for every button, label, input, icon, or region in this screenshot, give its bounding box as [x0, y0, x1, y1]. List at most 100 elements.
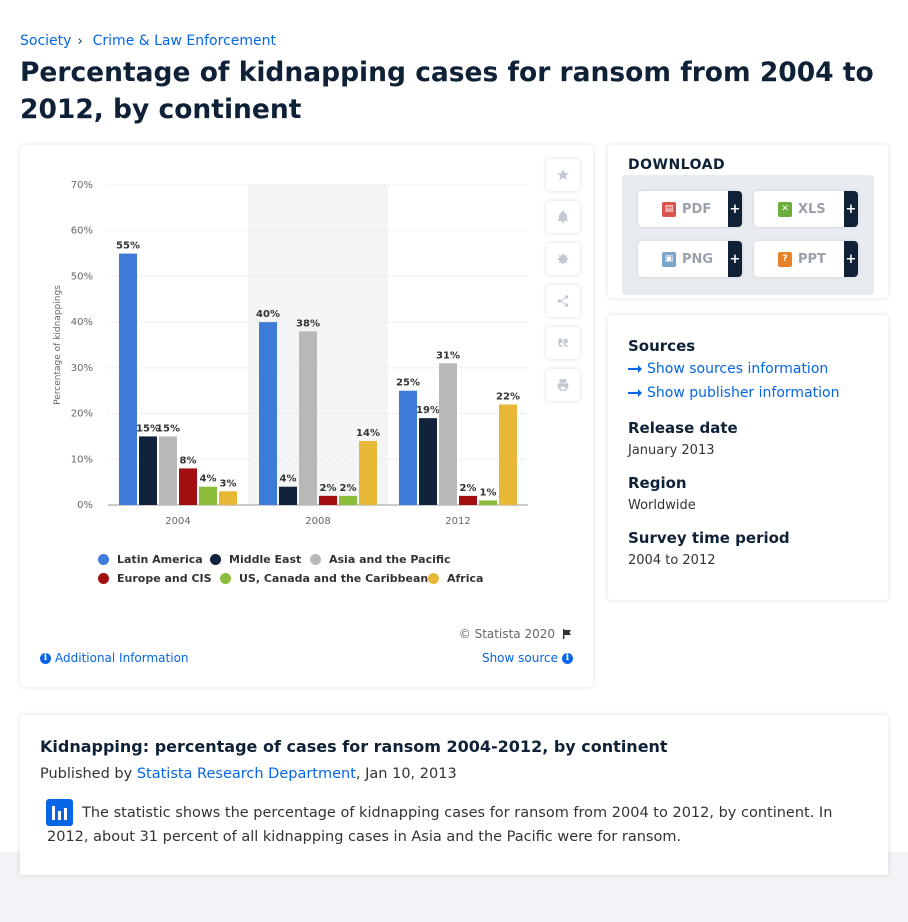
- bar: [319, 495, 337, 505]
- xls-icon: ✕: [778, 201, 792, 217]
- bar: [119, 253, 137, 505]
- download-ppt-label: PPT: [798, 251, 826, 267]
- legend-swatch: [310, 554, 321, 565]
- additional-information-link[interactable]: i Additional Information: [40, 651, 189, 665]
- download-png-plus[interactable]: +: [728, 241, 742, 277]
- x-tick-label: 2004: [165, 516, 190, 527]
- legend-swatch: [210, 554, 221, 565]
- favorite-button[interactable]: [546, 159, 580, 191]
- legend-item[interactable]: Latin America: [98, 553, 203, 566]
- data-label: 1%: [480, 487, 497, 498]
- bell-icon: [557, 210, 569, 223]
- star-icon: [557, 169, 569, 181]
- legend-item[interactable]: US, Canada and the Caribbean: [220, 572, 428, 585]
- print-icon: [557, 379, 569, 391]
- y-tick-label: 0%: [77, 500, 93, 511]
- download-ppt-button[interactable]: ? PPT +: [754, 241, 858, 277]
- breadcrumb: Society › Crime & Law Enforcement: [20, 33, 276, 49]
- breadcrumb-crime-law[interactable]: Crime & Law Enforcement: [92, 33, 276, 49]
- bar: [499, 404, 517, 505]
- sources-heading: Sources: [628, 337, 696, 355]
- additional-information-label: Additional Information: [55, 651, 189, 665]
- bar: [359, 441, 377, 505]
- download-png-button[interactable]: ▣ PNG +: [638, 241, 742, 277]
- download-xls-button[interactable]: ✕ XLS +: [754, 191, 858, 227]
- legend-label: Middle East: [229, 553, 302, 566]
- legend-label: Latin America: [117, 553, 203, 566]
- x-tick-label: 2012: [445, 516, 470, 527]
- bar-chart-icon: [46, 799, 73, 826]
- show-publisher-link[interactable]: Show publisher information: [628, 385, 839, 401]
- bar: [259, 322, 277, 505]
- data-label: 22%: [496, 391, 520, 402]
- download-ppt-plus[interactable]: +: [844, 241, 858, 277]
- page-title: Percentage of kidnapping cases for ranso…: [20, 57, 874, 125]
- bar: [399, 390, 417, 505]
- breadcrumb-society[interactable]: Society: [20, 33, 72, 49]
- chart-copyright: © Statista 2020: [459, 627, 573, 641]
- pdf-icon: ▤: [662, 201, 676, 217]
- bar-chart: 0% 10% 20% 30% 40% 50% 60% 70% Percentage of kid…: [53, 180, 528, 527]
- download-card: DOWNLOAD ▤ PDF + ✕ XLS + ▣ PNG + ? PPT +: [608, 145, 888, 298]
- release-date-value: January 2013: [628, 443, 715, 458]
- legend-label: Europe and CIS: [117, 572, 212, 585]
- share-icon: [557, 295, 569, 307]
- bar: [479, 500, 497, 505]
- y-tick-label: 20%: [71, 409, 93, 420]
- data-label: 31%: [436, 350, 460, 361]
- show-sources-label: Show sources information: [647, 361, 829, 377]
- bar: [139, 436, 157, 505]
- y-axis-label: Percentage of kidnappings: [53, 285, 63, 405]
- legend-item[interactable]: Asia and the Pacific: [310, 553, 451, 566]
- data-label: 15%: [156, 423, 180, 434]
- download-xls-label: XLS: [798, 201, 826, 217]
- notification-button[interactable]: [546, 201, 580, 233]
- data-label: 38%: [296, 318, 320, 329]
- download-pdf-button[interactable]: ▤ PDF +: [638, 191, 742, 227]
- info-icon: i: [40, 652, 51, 664]
- print-button[interactable]: [546, 369, 580, 401]
- data-label: 2%: [460, 483, 477, 494]
- published-prefix: Published by: [40, 766, 133, 782]
- data-label: 19%: [416, 405, 440, 416]
- png-icon: ▣: [662, 251, 676, 267]
- legend-item[interactable]: Middle East: [210, 553, 301, 566]
- bar: [299, 331, 317, 505]
- data-label: 8%: [180, 455, 197, 466]
- legend-item[interactable]: Europe and CIS: [98, 572, 212, 585]
- show-sources-link[interactable]: Show sources information: [628, 361, 828, 377]
- share-button[interactable]: [546, 285, 580, 317]
- published-by: Published by Statista Research Departmen…: [40, 766, 457, 782]
- show-publisher-label: Show publisher information: [647, 385, 840, 401]
- show-source-link[interactable]: Show source i: [482, 651, 573, 665]
- download-xls-plus[interactable]: +: [844, 191, 858, 227]
- bar: [219, 491, 237, 505]
- legend-label: US, Canada and the Caribbean: [239, 572, 429, 585]
- data-label: 14%: [356, 428, 380, 439]
- download-title: DOWNLOAD: [628, 157, 726, 173]
- chart-card: 0% 10% 20% 30% 40% 50% 60% 70% Percentage of kid…: [20, 145, 593, 687]
- description-card: Kidnapping: percentage of cases for rans…: [20, 715, 888, 875]
- settings-button[interactable]: [546, 243, 580, 275]
- arrow-right-icon: [628, 365, 642, 373]
- bar: [459, 495, 477, 505]
- cite-button[interactable]: [546, 327, 580, 359]
- publisher-link[interactable]: Statista Research Department: [136, 766, 356, 782]
- legend-item[interactable]: Africa: [428, 572, 483, 585]
- legend-label: Africa: [447, 572, 484, 585]
- published-date: , Jan 10, 2013: [355, 766, 457, 782]
- download-png-label: PNG: [682, 251, 714, 267]
- info-icon: i: [562, 652, 573, 664]
- region-heading: Region: [628, 474, 687, 492]
- y-tick-label: 40%: [71, 317, 93, 328]
- download-pdf-plus[interactable]: +: [728, 191, 742, 227]
- region-value: Worldwide: [628, 498, 696, 513]
- y-tick-label: 60%: [71, 226, 93, 237]
- y-tick-label: 30%: [71, 363, 93, 374]
- bar: [159, 436, 177, 505]
- data-label: 3%: [220, 478, 237, 489]
- quote-icon: [558, 338, 568, 348]
- survey-period-heading: Survey time period: [628, 529, 790, 547]
- flag-icon[interactable]: [561, 628, 573, 640]
- description-text: The statistic shows the percentage of ki…: [47, 805, 833, 845]
